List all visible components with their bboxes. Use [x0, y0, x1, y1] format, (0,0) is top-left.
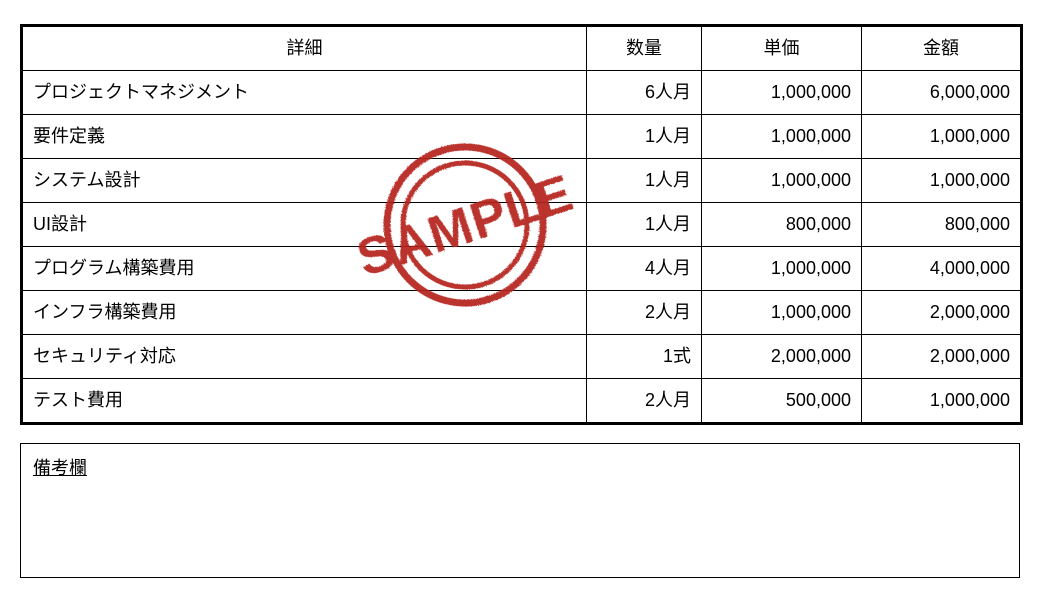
- table-row: プログラム構築費用 4人月 1,000,000 4,000,000: [22, 247, 1022, 291]
- cell-price: 1,000,000: [702, 247, 862, 291]
- table-row: セキュリティ対応 1式 2,000,000 2,000,000: [22, 335, 1022, 379]
- cell-detail: システム設計: [22, 159, 587, 203]
- cell-price: 500,000: [702, 379, 862, 424]
- cell-detail: プログラム構築費用: [22, 247, 587, 291]
- notes-title: 備考欄: [33, 458, 87, 478]
- cell-qty: 2人月: [587, 291, 702, 335]
- cell-price: 1,000,000: [702, 291, 862, 335]
- table-header-row: 詳細 数量 単価 金額: [22, 26, 1022, 71]
- cell-amount: 2,000,000: [862, 291, 1022, 335]
- table-row: インフラ構築費用 2人月 1,000,000 2,000,000: [22, 291, 1022, 335]
- cell-price: 800,000: [702, 203, 862, 247]
- cell-qty: 1式: [587, 335, 702, 379]
- estimate-table: 詳細 数量 単価 金額 プロジェクトマネジメント 6人月 1,000,000 6…: [20, 24, 1023, 425]
- cell-qty: 6人月: [587, 71, 702, 115]
- cell-amount: 1,000,000: [862, 115, 1022, 159]
- cell-price: 1,000,000: [702, 71, 862, 115]
- cell-amount: 1,000,000: [862, 379, 1022, 424]
- table-row: システム設計 1人月 1,000,000 1,000,000: [22, 159, 1022, 203]
- cell-detail: セキュリティ対応: [22, 335, 587, 379]
- cell-detail: インフラ構築費用: [22, 291, 587, 335]
- col-header-qty: 数量: [587, 26, 702, 71]
- table-row: 要件定義 1人月 1,000,000 1,000,000: [22, 115, 1022, 159]
- cell-qty: 1人月: [587, 203, 702, 247]
- cell-amount: 4,000,000: [862, 247, 1022, 291]
- cell-qty: 4人月: [587, 247, 702, 291]
- cell-price: 1,000,000: [702, 115, 862, 159]
- cell-qty: 1人月: [587, 115, 702, 159]
- col-header-price: 単価: [702, 26, 862, 71]
- cell-detail: UI設計: [22, 203, 587, 247]
- cell-detail: 要件定義: [22, 115, 587, 159]
- cell-amount: 800,000: [862, 203, 1022, 247]
- table-row: テスト費用 2人月 500,000 1,000,000: [22, 379, 1022, 424]
- cell-amount: 6,000,000: [862, 71, 1022, 115]
- table-row: プロジェクトマネジメント 6人月 1,000,000 6,000,000: [22, 71, 1022, 115]
- cell-amount: 1,000,000: [862, 159, 1022, 203]
- cell-price: 1,000,000: [702, 159, 862, 203]
- cell-amount: 2,000,000: [862, 335, 1022, 379]
- col-header-amount: 金額: [862, 26, 1022, 71]
- notes-box: 備考欄: [20, 443, 1020, 578]
- cell-detail: プロジェクトマネジメント: [22, 71, 587, 115]
- col-header-detail: 詳細: [22, 26, 587, 71]
- cell-detail: テスト費用: [22, 379, 587, 424]
- table-row: UI設計 1人月 800,000 800,000: [22, 203, 1022, 247]
- cell-price: 2,000,000: [702, 335, 862, 379]
- cell-qty: 2人月: [587, 379, 702, 424]
- cell-qty: 1人月: [587, 159, 702, 203]
